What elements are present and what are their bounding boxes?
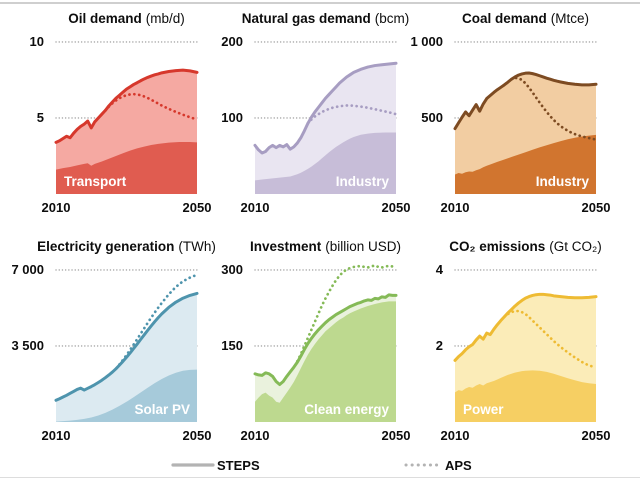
x-axis-tick: 2050	[381, 428, 411, 443]
area-label: Power	[463, 402, 504, 417]
x-axis-tick: 2050	[381, 200, 411, 215]
x-axis-tick: 2010	[240, 200, 270, 215]
area-chart-co2-emissions: Power	[453, 269, 598, 422]
chart-title: Coal demand (Mtce)	[415, 11, 636, 26]
chart-title: Natural gas demand (bcm)	[215, 11, 436, 26]
chart-title-unit: (Gt CO₂)	[549, 239, 602, 254]
chart-title-unit: (bcm)	[374, 11, 410, 26]
area-label: Industry	[536, 174, 590, 189]
chart-title: Investment (billion USD)	[215, 239, 436, 254]
chart-panel-natural-gas-demand: Natural gas demand (bcm) 200 100 Industry…	[199, 10, 439, 238]
chart-title-text: Electricity generation	[37, 239, 175, 254]
bottom-rule	[0, 477, 640, 478]
chart-title: Electricity generation (TWh)	[16, 239, 237, 254]
area-chart-electricity-generation: Solar PV	[54, 269, 199, 422]
chart-title-text: CO₂ emissions	[449, 239, 546, 254]
chart-title-text: Natural gas demand	[241, 11, 371, 26]
x-axis-tick: 2010	[41, 428, 71, 443]
y-axis-tick: 1 000	[410, 34, 443, 49]
y-axis-tick: 300	[221, 262, 243, 277]
x-axis-tick: 2050	[182, 200, 212, 215]
legend-aps-label: APS	[445, 458, 472, 473]
y-axis-tick: 500	[421, 110, 443, 125]
legend-steps-label: STEPS	[217, 458, 260, 473]
area-chart-investment: Clean energy	[253, 264, 398, 422]
area-label: Solar PV	[134, 402, 190, 417]
chart-panel-electricity-generation: Electricity generation (TWh) 7 000 3 500 …	[0, 238, 240, 466]
y-axis-tick: 100	[221, 110, 243, 125]
x-axis-tick: 2010	[41, 200, 71, 215]
chart-panel-co2-emissions: CO₂ emissions (Gt CO₂) 4 2 Power 2010 205…	[399, 238, 639, 466]
y-axis-tick: 150	[221, 338, 243, 353]
y-axis-tick: 2	[435, 338, 443, 353]
x-axis-tick: 2050	[581, 200, 611, 215]
y-axis-tick: 3 500	[11, 338, 44, 353]
chart-panel-oil-demand: Oil demand (mb/d) 10 5 Transport 2010 205…	[0, 10, 240, 238]
area-chart-oil-demand: Transport	[54, 41, 199, 194]
top-rule	[0, 2, 640, 4]
y-axis-tick: 5	[36, 110, 44, 125]
x-axis-tick: 2050	[182, 428, 212, 443]
chart-title-unit: (billion USD)	[325, 239, 402, 254]
x-axis-tick: 2010	[240, 428, 270, 443]
chart-panel-coal-demand: Coal demand (Mtce) 1 000 500 Industry 201…	[399, 10, 639, 238]
legend-steps-line-sample	[171, 463, 215, 467]
chart-title-text: Investment	[249, 239, 322, 254]
x-axis-tick: 2050	[581, 428, 611, 443]
y-axis-tick: 10	[29, 34, 44, 49]
chart-title-unit: (Mtce)	[550, 11, 589, 26]
x-axis-tick: 2010	[440, 200, 470, 215]
area-label: Transport	[64, 174, 127, 189]
chart-panel-investment: Investment (billion USD) 300 150 Clean en…	[199, 238, 439, 466]
area-chart-natural-gas-demand: Industry	[253, 41, 398, 194]
area-label: Industry	[336, 174, 390, 189]
chart-title-unit: (TWh)	[178, 239, 216, 254]
chart-title-text: Coal demand	[461, 11, 547, 26]
y-axis-tick: 4	[435, 262, 443, 277]
y-axis-tick: 200	[221, 34, 243, 49]
chart-title: CO₂ emissions (Gt CO₂)	[415, 239, 636, 254]
x-axis-tick: 2010	[440, 428, 470, 443]
chart-title-text: Oil demand	[68, 11, 142, 26]
area-label: Clean energy	[304, 402, 389, 417]
y-axis-tick: 7 000	[11, 262, 44, 277]
chart-title-unit: (mb/d)	[145, 11, 185, 26]
chart-title: Oil demand (mb/d)	[16, 11, 237, 26]
legend-aps-line-sample	[404, 463, 441, 467]
area-chart-coal-demand: Industry	[453, 41, 598, 194]
